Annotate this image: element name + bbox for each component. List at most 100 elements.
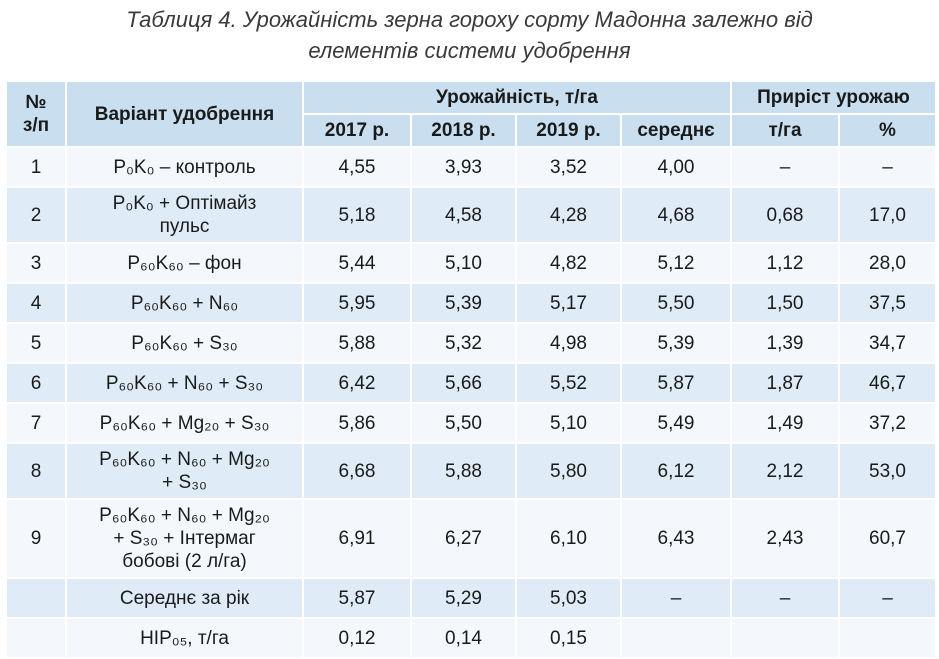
variant-cell: P₀K₀ + Оптімайз пульс bbox=[65, 186, 304, 244]
cell: 6,27 bbox=[410, 498, 517, 579]
cell bbox=[620, 617, 732, 659]
table-row: 1 P₀K₀ – контроль 4,55 3,93 3,52 4,00– – bbox=[5, 146, 938, 188]
variant-cell: P₀K₀ – контроль bbox=[65, 146, 304, 188]
cell: 5,88 bbox=[302, 322, 412, 364]
cell: 4,55 bbox=[302, 146, 412, 188]
cell: – bbox=[730, 146, 840, 188]
header-cell: № з/п bbox=[5, 80, 67, 148]
cell: 4,00 bbox=[620, 146, 732, 188]
cell: 1,39 bbox=[730, 322, 840, 364]
cell: 4 bbox=[5, 282, 67, 324]
table-row: 7 P₆₀K₆₀ + Mg₂₀ + S₃₀ 5,86 5,50 5,10 5,49 1,49… bbox=[5, 402, 938, 444]
cell: 6,10 bbox=[515, 498, 622, 579]
table-row: 2 P₀K₀ + Оптімайз пульс 5,18 4,58 4,28 4,68 0,… bbox=[5, 186, 938, 244]
cell: 4,58 bbox=[410, 186, 517, 244]
cell: 1,50 bbox=[730, 282, 840, 324]
cell: 7 bbox=[5, 402, 67, 444]
cell: 5,66 bbox=[410, 362, 517, 404]
cell: 1,87 bbox=[730, 362, 840, 404]
table-row: 3 P₆₀K₆₀ – фон 5,44 5,10 4,82 5,12 1,12 28,0 bbox=[5, 242, 938, 284]
cell: 5,39 bbox=[410, 282, 517, 324]
variant-cell: P₆₀K₆₀ + S₃₀ bbox=[65, 322, 304, 364]
table-row: 4 P₆₀K₆₀ + N₆₀ 5,95 5,39 5,17 5,50 1,50 37,5 bbox=[5, 282, 938, 324]
table-body: 1 P₀K₀ – контроль 4,55 3,93 3,52 4,00– –2 P₀K₀ … bbox=[5, 146, 938, 659]
cell: 0,68 bbox=[730, 186, 840, 244]
cell: 5,50 bbox=[620, 282, 732, 324]
header-cell: Урожайність, т/га bbox=[302, 80, 732, 115]
cell: 5,17 bbox=[515, 282, 622, 324]
cell: 1,12 bbox=[730, 242, 840, 284]
cell: 1,49 bbox=[730, 402, 840, 444]
cell: 0,14 bbox=[410, 617, 517, 659]
cell: 5,39 bbox=[620, 322, 732, 364]
subheader-cell: 2019 р. bbox=[515, 113, 622, 148]
cell: 60,7 bbox=[837, 498, 938, 579]
cell: 5 bbox=[5, 322, 67, 364]
cell: 5,32 bbox=[410, 322, 517, 364]
cell bbox=[837, 617, 938, 659]
cell: 5,49 bbox=[620, 402, 732, 444]
cell: – bbox=[620, 577, 732, 619]
cell: 6,12 bbox=[620, 442, 732, 500]
cell: 3,52 bbox=[515, 146, 622, 188]
subheader-cell: 2017 р. bbox=[302, 113, 412, 148]
cell: 5,44 bbox=[302, 242, 412, 284]
subheader-cell: 2018 р. bbox=[410, 113, 517, 148]
cell: – bbox=[837, 577, 938, 619]
cell: 53,0 bbox=[837, 442, 938, 500]
cell: 4,98 bbox=[515, 322, 622, 364]
cell: 5,29 bbox=[410, 577, 517, 619]
cell: 2,12 bbox=[730, 442, 840, 500]
cell: 37,5 bbox=[837, 282, 938, 324]
header-cell: Приріст урожаю bbox=[729, 80, 938, 115]
variant-cell: НІР₀₅, т/га bbox=[65, 617, 304, 659]
cell: 5,10 bbox=[515, 402, 622, 444]
table-row: 9 P₆₀K₆₀ + N₆₀ + Mg₂₀ + S₃₀ + Інтермаг бо… bbox=[5, 498, 938, 579]
variant-cell: P₆₀K₆₀ + N₆₀ + S₃₀ bbox=[65, 362, 304, 404]
data-table: № з/п Варіант удобрення Урожайність, т/га П… bbox=[5, 80, 938, 659]
cell: 5,95 bbox=[302, 282, 412, 324]
cell: 6,42 bbox=[302, 362, 412, 404]
page: Table {"header": {"title": "Таблиця 4. У… bbox=[0, 4, 939, 659]
cell: 6,43 bbox=[620, 498, 732, 579]
subheader-cell: т/га bbox=[730, 113, 840, 148]
variant-cell: P₆₀K₆₀ – фон bbox=[65, 242, 304, 284]
table-row: 6 P₆₀K₆₀ + N₆₀ + S₃₀ 6,42 5,66 5,52 5,87 1,87 4… bbox=[5, 362, 938, 404]
cell: 0,12 bbox=[302, 617, 412, 659]
subheader-cell: середнє bbox=[620, 113, 732, 148]
cell bbox=[730, 617, 840, 659]
cell: 5,03 bbox=[515, 577, 622, 619]
table-row: 8 P₆₀K₆₀ + N₆₀ + Mg₂₀ + S₃₀ 6,68 5,88 5,80 6,… bbox=[5, 442, 938, 500]
table-row: Середнє за рік 5,87 5,29 5,03– – – bbox=[5, 577, 938, 619]
cell: 46,7 bbox=[837, 362, 938, 404]
cell: 6,91 bbox=[302, 498, 412, 579]
cell bbox=[5, 617, 67, 659]
cell: 4,28 bbox=[515, 186, 622, 244]
cell: 34,7 bbox=[837, 322, 938, 364]
cell: 6,68 bbox=[302, 442, 412, 500]
cell: 4,68 bbox=[620, 186, 732, 244]
cell: – bbox=[730, 577, 840, 619]
cell: 5,80 bbox=[515, 442, 622, 500]
cell: 2,43 bbox=[730, 498, 840, 579]
variant-cell: P₆₀K₆₀ + N₆₀ + Mg₂₀ + S₃₀ bbox=[65, 442, 304, 500]
cell: 0,15 bbox=[515, 617, 622, 659]
page-body: Таблиця 4. Урожайність зерна гороху сорт… bbox=[0, 4, 939, 659]
cell: 5,88 bbox=[410, 442, 517, 500]
variant-cell: P₆₀K₆₀ + N₆₀ bbox=[65, 282, 304, 324]
cell: 3 bbox=[5, 242, 67, 284]
variant-cell: P₆₀K₆₀ + N₆₀ + Mg₂₀ + S₃₀ + Інтермаг боб… bbox=[65, 498, 304, 579]
cell bbox=[5, 577, 67, 619]
cell: 5,52 bbox=[515, 362, 622, 404]
variant-cell: Середнє за рік bbox=[65, 577, 304, 619]
cell: – bbox=[837, 146, 938, 188]
cell: 6 bbox=[5, 362, 67, 404]
cell: 3,93 bbox=[410, 146, 517, 188]
cell: 28,0 bbox=[837, 242, 938, 284]
table-head: № з/п Варіант удобрення Урожайність, т/га П… bbox=[5, 80, 938, 148]
header-cell: Варіант удобрення bbox=[65, 80, 304, 148]
cell: 8 bbox=[5, 442, 67, 500]
cell: 5,87 bbox=[620, 362, 732, 404]
cell: 5,86 bbox=[302, 402, 412, 444]
cell: 5,18 bbox=[302, 186, 412, 244]
